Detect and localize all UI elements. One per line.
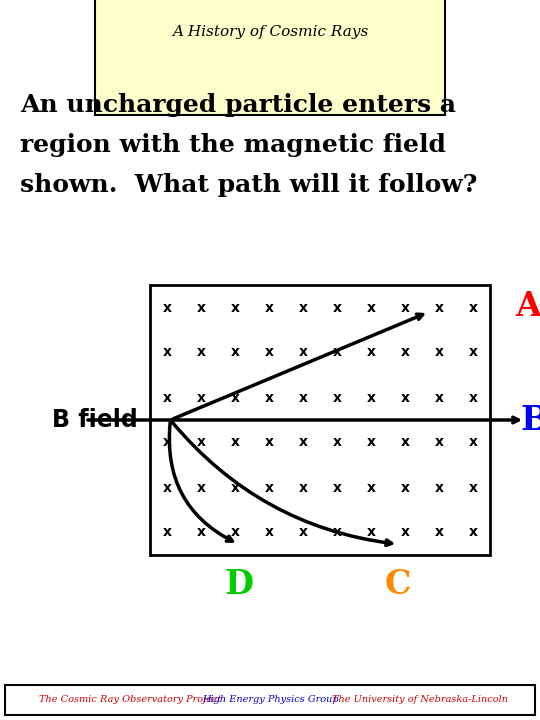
Text: x: x [197, 390, 206, 405]
Text: x: x [197, 526, 206, 539]
Text: x: x [299, 300, 307, 315]
Text: x: x [163, 436, 172, 449]
Text: x: x [367, 526, 375, 539]
Text: x: x [401, 480, 409, 495]
Text: x: x [299, 390, 307, 405]
Text: x: x [435, 480, 443, 495]
Text: x: x [401, 346, 409, 359]
Text: x: x [401, 526, 409, 539]
Text: x: x [333, 346, 341, 359]
Bar [150, 285, 490, 555]
Text: x: x [197, 480, 206, 495]
Text: x: x [265, 390, 273, 405]
Text: x: x [299, 346, 307, 359]
Text: x: x [163, 480, 172, 495]
Text: x: x [231, 436, 240, 449]
Text: x: x [231, 346, 240, 359]
Text: An uncharged particle enters a: An uncharged particle enters a [20, 93, 456, 117]
Text: x: x [367, 436, 375, 449]
Text: x: x [163, 526, 172, 539]
Text: x: x [231, 480, 240, 495]
Text: x: x [197, 346, 206, 359]
Text: x: x [435, 390, 443, 405]
Text: x: x [299, 526, 307, 539]
Text: x: x [333, 480, 341, 495]
Text: x: x [469, 300, 477, 315]
Text: x: x [163, 300, 172, 315]
Text: x: x [163, 346, 172, 359]
Text: x: x [197, 436, 206, 449]
Text: x: x [231, 390, 240, 405]
Text: shown.  What path will it follow?: shown. What path will it follow? [20, 173, 477, 197]
Text: region with the magnetic field: region with the magnetic field [20, 133, 446, 157]
Text: x: x [367, 300, 375, 315]
Bar [5, 685, 535, 715]
Text: x: x [367, 480, 375, 495]
Text: x: x [469, 480, 477, 495]
Text: x: x [469, 346, 477, 359]
Text: x: x [333, 390, 341, 405]
Text: x: x [333, 526, 341, 539]
Text: x: x [265, 526, 273, 539]
Text: x: x [367, 390, 375, 405]
Text: x: x [435, 436, 443, 449]
Text: x: x [401, 436, 409, 449]
Text: x: x [299, 480, 307, 495]
Text: The University of Nebraska-Lincoln: The University of Nebraska-Lincoln [332, 696, 508, 704]
Text: A History of Cosmic Rays: A History of Cosmic Rays [172, 25, 368, 39]
Text: A: A [515, 290, 540, 323]
Text: x: x [265, 346, 273, 359]
Text: x: x [265, 300, 273, 315]
Text: B: B [521, 403, 540, 436]
Text: x: x [367, 346, 375, 359]
Text: High Energy Physics Group: High Energy Physics Group [201, 696, 339, 704]
Text: x: x [469, 436, 477, 449]
Text: x: x [333, 436, 341, 449]
Text: x: x [197, 300, 206, 315]
Text: x: x [265, 436, 273, 449]
Text: x: x [469, 390, 477, 405]
Text: x: x [401, 300, 409, 315]
Text: B field: B field [52, 408, 138, 432]
Text: x: x [435, 526, 443, 539]
Text: x: x [231, 300, 240, 315]
Text: x: x [435, 346, 443, 359]
Text: x: x [231, 526, 240, 539]
Text: x: x [435, 300, 443, 315]
Text: x: x [163, 390, 172, 405]
Text: D: D [224, 569, 253, 601]
Text: x: x [265, 480, 273, 495]
Text: x: x [299, 436, 307, 449]
Text: x: x [401, 390, 409, 405]
Text: The Cosmic Ray Observatory Project: The Cosmic Ray Observatory Project [39, 696, 221, 704]
Text: x: x [333, 300, 341, 315]
Text: C: C [385, 569, 411, 601]
Text: x: x [469, 526, 477, 539]
